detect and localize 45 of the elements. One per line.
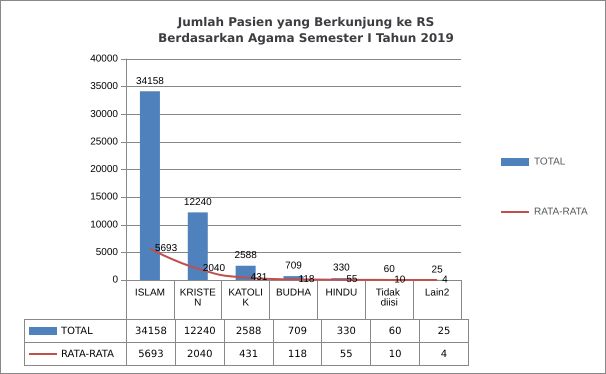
x-tick-label: ISLAM bbox=[134, 288, 165, 298]
x-tick-label: Tidak diisi bbox=[376, 288, 403, 308]
y-tick-label: 15000 bbox=[90, 192, 118, 203]
legend-label: RATA-RATA bbox=[534, 206, 588, 218]
y-tick-label: 10000 bbox=[90, 219, 118, 230]
legend-label: TOTAL bbox=[534, 156, 566, 168]
y-tick-label: 30000 bbox=[90, 108, 118, 120]
text: 60 bbox=[384, 264, 395, 276]
data-label: 25 bbox=[420, 320, 468, 342]
x-tick-label: KRISTEN bbox=[180, 288, 216, 308]
text: 118 bbox=[298, 274, 314, 285]
data-label: 34158 bbox=[126, 320, 176, 342]
data-label: 2588 bbox=[224, 320, 274, 342]
text: 4 bbox=[442, 274, 448, 286]
x-tick-label: Lain2 bbox=[424, 288, 450, 298]
data-label: 118 bbox=[273, 342, 322, 366]
data-label: 431 bbox=[224, 342, 274, 366]
x-tick-label: HINDU bbox=[326, 288, 358, 298]
data-label: 5693 bbox=[126, 342, 176, 366]
x-tick-label: KATOLIK bbox=[228, 288, 263, 308]
y-tick-label: 25000 bbox=[90, 136, 118, 148]
data-label: 60 bbox=[370, 320, 420, 342]
data-label: 2040 bbox=[175, 342, 224, 366]
data-label: 4 bbox=[420, 342, 468, 366]
text: 34158 bbox=[136, 76, 164, 87]
text: 12240 bbox=[184, 196, 212, 208]
data-label: 330 bbox=[322, 320, 371, 342]
data-label: 10 bbox=[370, 342, 420, 366]
y-tick-label: 40000 bbox=[90, 54, 118, 64]
text: TOTAL bbox=[61, 326, 93, 336]
y-tick-label: 35000 bbox=[90, 81, 118, 92]
data-label: 709 bbox=[273, 320, 322, 342]
chart-title: Jumlah Pasien yang Berkunjung ke RS Berdasarkan Agama Semester I Tahun 2019 bbox=[158, 15, 454, 45]
y-tick-label: 0 bbox=[112, 274, 118, 286]
y-tick-label: 5000 bbox=[96, 246, 118, 258]
text: 709 bbox=[285, 260, 302, 272]
data-label: 12240 bbox=[175, 320, 224, 342]
text: 2588 bbox=[234, 250, 257, 262]
text: 25 bbox=[432, 264, 443, 276]
x-tick-label: BUDHA bbox=[276, 288, 312, 298]
data-label: 55 bbox=[322, 342, 371, 366]
text: RATA-RATA bbox=[61, 348, 114, 360]
text: 330 bbox=[333, 262, 350, 274]
y-tick-label: 20000 bbox=[90, 164, 118, 175]
text: 55 bbox=[346, 274, 358, 286]
